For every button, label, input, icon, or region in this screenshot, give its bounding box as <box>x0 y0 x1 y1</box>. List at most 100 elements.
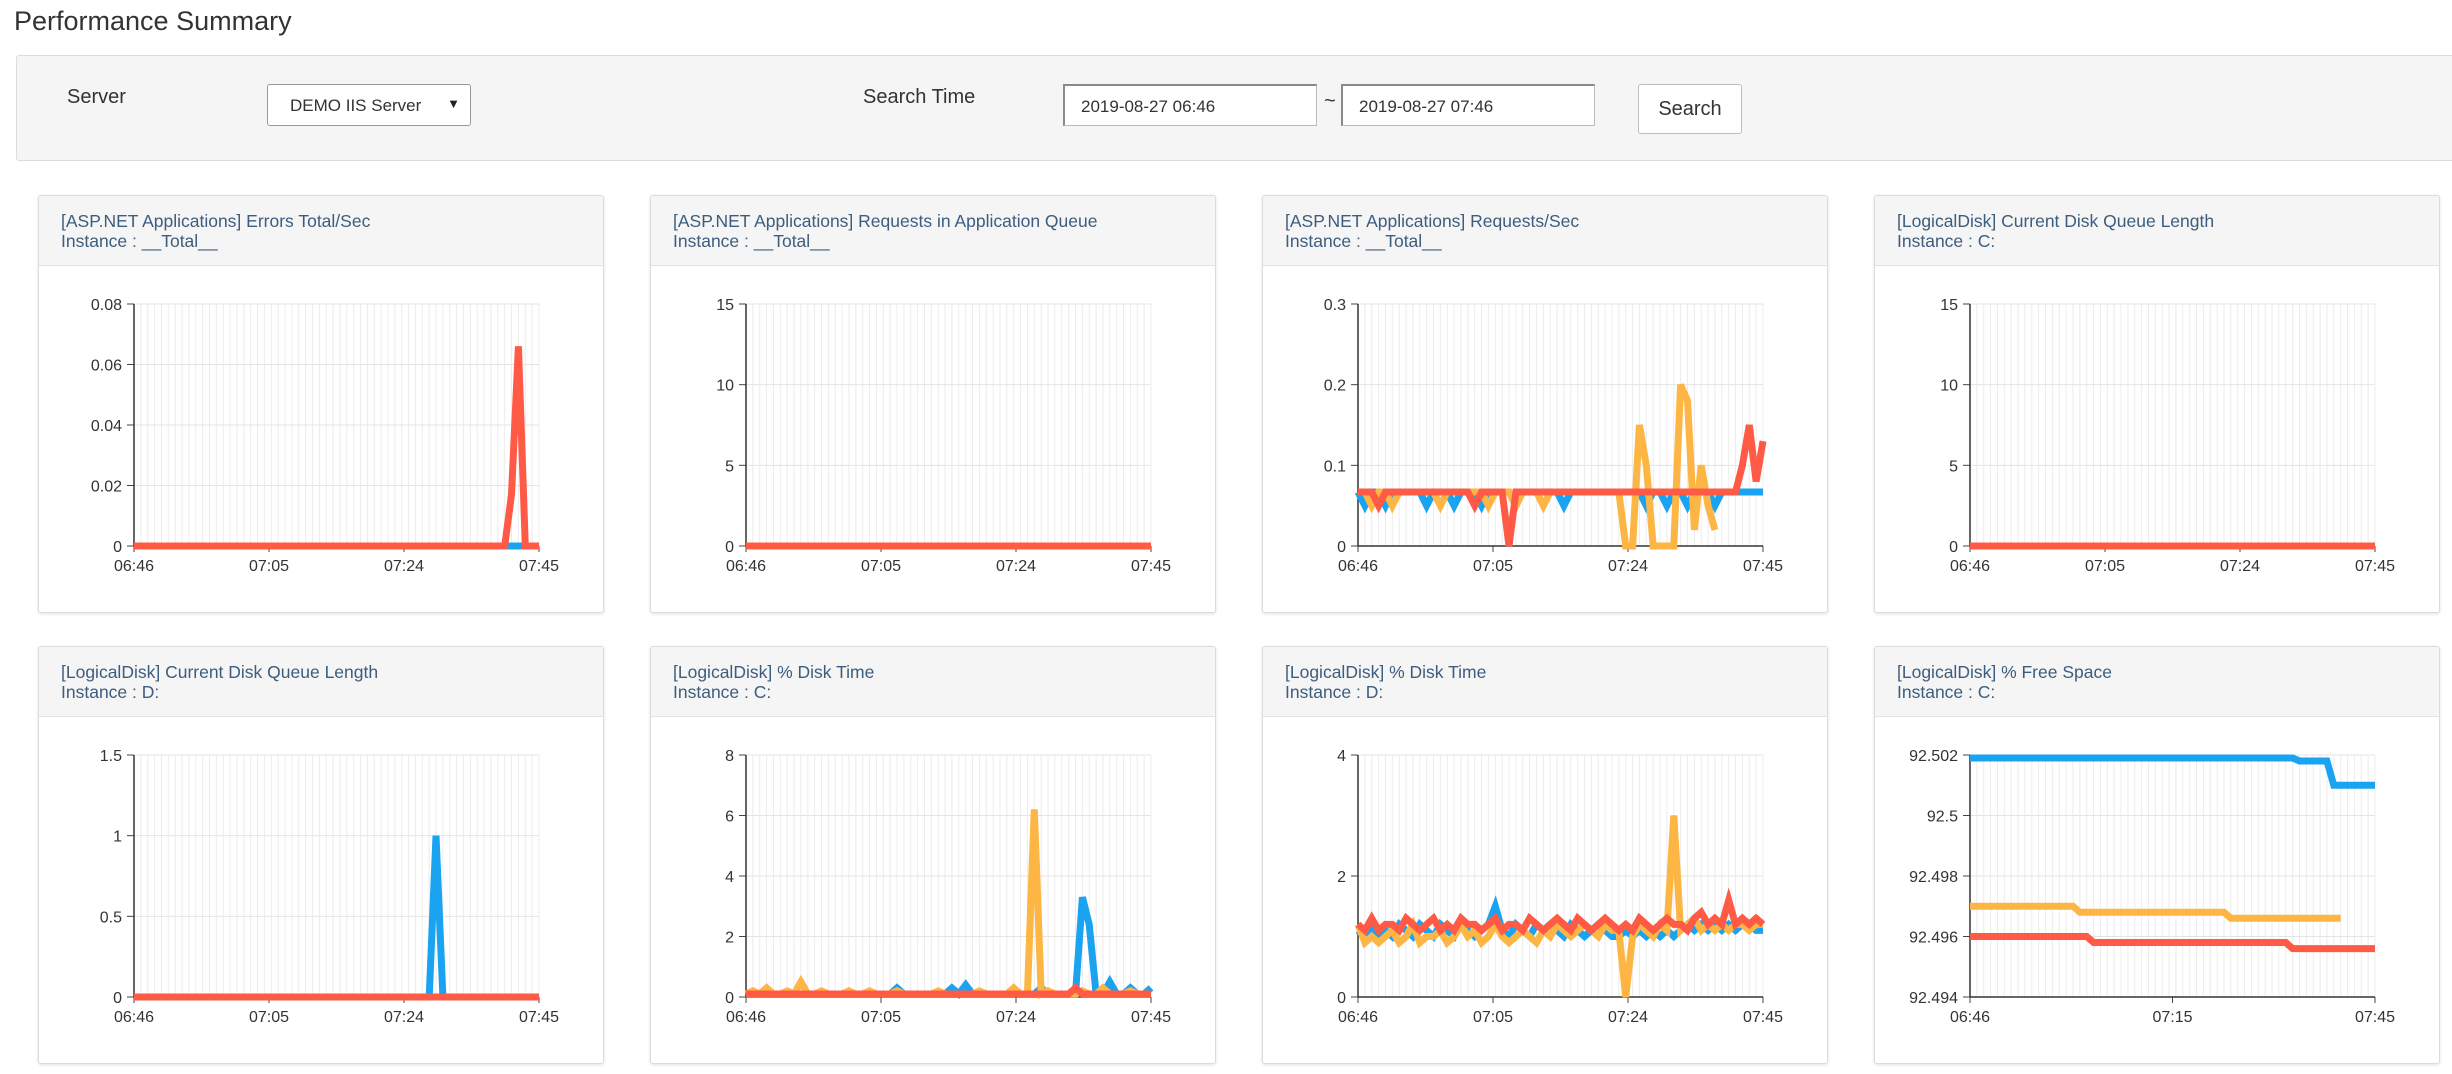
series-line-2 <box>134 346 539 550</box>
chart-card-header: [LogicalDisk] Current Disk Queue Length … <box>39 647 603 717</box>
y-tick-label: 5 <box>725 458 734 475</box>
x-tick-label: 07:05 <box>861 1009 901 1026</box>
series-line-1 <box>746 896 1154 1000</box>
chart-grid <box>133 754 540 998</box>
x-tick-label: 07:05 <box>1473 1009 1513 1026</box>
chart-instance: Instance : __Total__ <box>61 231 218 251</box>
x-tick-label: 07:24 <box>1608 558 1648 575</box>
chart-aspnet-requests: 0 0.1 0.2 0.3 06:46 07:05 07:24 07:45 <box>1324 297 1783 575</box>
series-line-3 <box>1358 424 1767 547</box>
chart-card-header: [LogicalDisk] % Disk Time Instance : D: <box>1263 647 1827 717</box>
x-tick-label: 07:24 <box>384 558 424 575</box>
chart-aspnet-queue: 0 5 10 15 06:46 07:05 07:24 07:45 <box>716 297 1171 575</box>
x-tick-label: 06:46 <box>726 558 766 575</box>
x-tick-label: 06:46 <box>726 1009 766 1026</box>
x-tick-label: 07:45 <box>1743 1009 1783 1026</box>
chart-aspnet-errors: 0 0.02 0.04 0.06 0.08 06:46 07:05 07:24 07:45 <box>91 297 559 575</box>
x-tick-label: 07:24 <box>384 1009 424 1026</box>
y-tick-label: 1.5 <box>100 748 122 765</box>
y-tick-label: 0 <box>113 990 122 1007</box>
x-tick-label: 07:05 <box>249 1009 289 1026</box>
chart-instance: Instance : D: <box>1285 682 1384 702</box>
chart-instance: Instance : D: <box>61 682 160 702</box>
chart-disk-time-d: 0 2 4 06:46 07:05 07:24 07:45 <box>1337 748 1783 1026</box>
chart-title: [ASP.NET Applications] Requests/Sec <box>1285 211 1580 231</box>
y-tick-label: 92.496 <box>1909 930 1958 947</box>
chart-card-disk-queue-d: [LogicalDisk] Current Disk Queue Length … <box>38 646 604 1064</box>
y-tick-label: 0.1 <box>1324 458 1346 475</box>
y-tick-label: 2 <box>725 930 734 947</box>
y-tick-label: 0 <box>1337 990 1346 1007</box>
y-tick-label: 0 <box>725 990 734 1007</box>
y-tick-label: 8 <box>725 748 734 765</box>
x-tick-label: 06:46 <box>114 558 154 575</box>
x-tick-label: 07:05 <box>249 558 289 575</box>
chart-instance: Instance : C: <box>673 682 772 702</box>
y-tick-label: 0.04 <box>91 418 122 435</box>
chart-grid <box>745 303 1152 547</box>
chart-grid <box>133 303 540 547</box>
y-tick-label: 0 <box>113 539 122 556</box>
chart-title: [LogicalDisk] % Free Space <box>1897 662 2112 682</box>
x-tick-label: 07:24 <box>2220 558 2260 575</box>
chart-grid <box>1969 303 2376 547</box>
chart-card-header: [ASP.NET Applications] Requests in Appli… <box>651 196 1215 266</box>
series-line-1 <box>1970 754 2375 789</box>
chart-card-disk-time-c: [LogicalDisk] % Disk Time Instance : C: … <box>650 646 1216 1064</box>
x-tick-label: 07:45 <box>519 558 559 575</box>
x-tick-label: 07:24 <box>996 558 1036 575</box>
chart-instance: Instance : C: <box>1897 682 1996 702</box>
x-tick-label: 06:46 <box>114 1009 154 1026</box>
server-select[interactable]: DEMO IIS Server ▼ <box>267 84 471 126</box>
chart-card-header: [LogicalDisk] % Free Space Instance : C: <box>1875 647 2439 717</box>
y-tick-label: 0 <box>1337 539 1346 556</box>
chart-title: [ASP.NET Applications] Errors Total/Sec <box>61 211 371 231</box>
y-tick-label: 0.02 <box>91 479 122 496</box>
series-line-3 <box>746 983 1151 998</box>
x-tick-label: 07:05 <box>1473 558 1513 575</box>
chart-card-header: [ASP.NET Applications] Errors Total/Sec … <box>39 196 603 266</box>
y-tick-label: 0.06 <box>91 358 122 375</box>
chart-card-aspnet-requests: [ASP.NET Applications] Requests/Sec Inst… <box>1262 195 1828 613</box>
y-tick-label: 10 <box>1940 378 1958 395</box>
series-line-2 <box>1970 902 2341 922</box>
chart-card-header: [LogicalDisk] Current Disk Queue Length … <box>1875 196 2439 266</box>
chart-title: [LogicalDisk] Current Disk Queue Length <box>1897 211 2215 231</box>
chart-grid <box>1969 754 2376 998</box>
chart-card-disk-queue-c: [LogicalDisk] Current Disk Queue Length … <box>1874 195 2440 613</box>
x-tick-label: 06:46 <box>1338 558 1378 575</box>
x-tick-label: 07:05 <box>2085 558 2125 575</box>
series-line-3 <box>1970 933 2375 953</box>
chart-title: [LogicalDisk] % Disk Time <box>1285 662 1487 682</box>
chart-free-space-c: 92.494 92.496 92.498 92.5 92.502 06:46 07:15 07… <box>1909 748 2395 1026</box>
x-tick-label: 06:46 <box>1950 1009 1990 1026</box>
y-tick-label: 0.5 <box>100 909 122 926</box>
chart-instance: Instance : __Total__ <box>673 231 830 251</box>
y-tick-label: 92.5 <box>1927 809 1958 826</box>
start-time-input[interactable]: 2019-08-27 06:46 <box>1063 84 1317 126</box>
x-tick-label: 07:15 <box>2152 1009 2192 1026</box>
series-line-3 <box>1355 887 1766 936</box>
chart-disk-queue-d: 0 0.5 1 1.5 06:46 07:05 07:24 07:45 <box>100 748 559 1026</box>
chart-card-header: [ASP.NET Applications] Requests/Sec Inst… <box>1263 196 1827 266</box>
search-button[interactable]: Search <box>1638 84 1742 134</box>
x-tick-label: 06:46 <box>1338 1009 1378 1026</box>
y-tick-label: 92.502 <box>1909 748 1958 765</box>
y-tick-label: 4 <box>1337 748 1346 765</box>
chart-card-aspnet-errors: [ASP.NET Applications] Errors Total/Sec … <box>38 195 604 613</box>
x-tick-label: 07:45 <box>2355 1009 2395 1026</box>
y-tick-label: 15 <box>716 297 734 314</box>
y-tick-label: 15 <box>1940 297 1958 314</box>
chart-grid <box>1357 303 1764 547</box>
search-panel: Server DEMO IIS Server ▼ Search Time 201… <box>16 55 2452 161</box>
y-tick-label: 10 <box>716 378 734 395</box>
x-tick-label: 07:24 <box>1608 1009 1648 1026</box>
chart-disk-queue-c: 0 5 10 15 06:46 07:05 07:24 07:45 <box>1940 297 2395 575</box>
x-tick-label: 07:45 <box>1131 558 1171 575</box>
server-select-value: DEMO IIS Server <box>290 96 422 115</box>
series-line-2 <box>1354 815 1763 998</box>
chevron-down-icon: ▼ <box>447 96 460 111</box>
chart-card-disk-time-d: [LogicalDisk] % Disk Time Instance : D: … <box>1262 646 1828 1064</box>
chart-title: [LogicalDisk] Current Disk Queue Length <box>61 662 379 682</box>
end-time-input[interactable]: 2019-08-27 07:46 <box>1341 84 1595 126</box>
